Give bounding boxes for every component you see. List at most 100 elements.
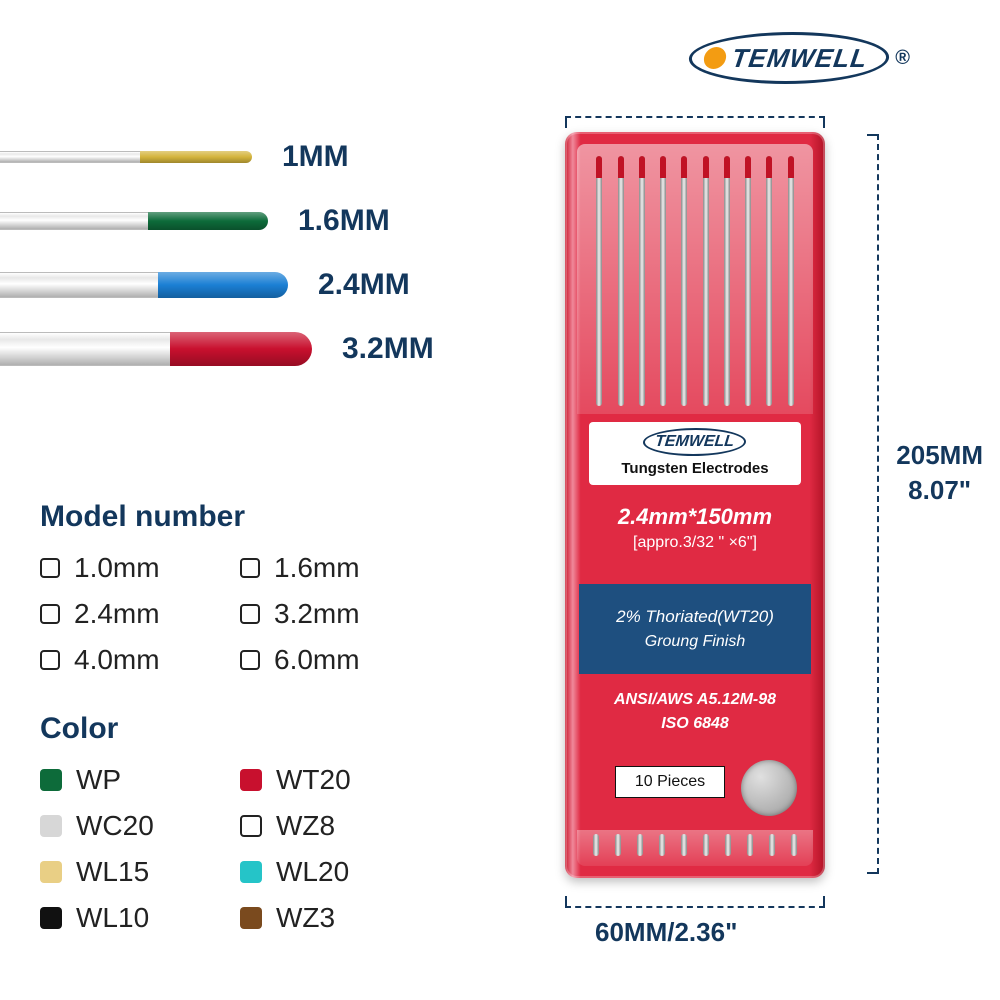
color-section: Color WP WT20 WC20 WZ8 WL15 WL20 WL10 WZ3 bbox=[40, 712, 440, 934]
electrode-needle bbox=[660, 156, 666, 406]
registered-icon: ® bbox=[895, 47, 910, 70]
case-approx: [appro.3/32 " ×6"] bbox=[579, 534, 811, 552]
color-option[interactable]: WZ3 bbox=[240, 902, 440, 934]
rod-row: 2.4MM bbox=[0, 268, 434, 302]
color-swatch bbox=[40, 861, 62, 883]
color-swatch bbox=[40, 815, 62, 837]
color-option-label: WT20 bbox=[276, 764, 351, 796]
color-swatch bbox=[240, 907, 262, 929]
rod-tip bbox=[158, 272, 288, 298]
model-number-section: Model number 1.0mm 1.6mm 2.4mm 3.2mm 4.0mm 6.… bbox=[40, 500, 440, 676]
electrode-needle bbox=[596, 156, 602, 406]
color-swatch bbox=[40, 907, 62, 929]
model-option[interactable]: 1.0mm bbox=[40, 552, 240, 584]
case-logo-panel: TEMWELL Tungsten Electrodes bbox=[589, 422, 801, 485]
checkbox-icon bbox=[240, 650, 260, 670]
case-subtitle: Tungsten Electrodes bbox=[597, 460, 793, 477]
model-option-label: 2.4mm bbox=[74, 598, 160, 630]
rod-body bbox=[0, 151, 140, 163]
rod bbox=[0, 151, 252, 163]
case-standards: ANSI/AWS A5.12M-98 ISO 6848 bbox=[579, 688, 811, 736]
flame-icon bbox=[703, 47, 728, 69]
checkbox-icon bbox=[240, 558, 260, 578]
electrode-needle bbox=[788, 156, 794, 406]
electrode-needle bbox=[618, 156, 624, 406]
quality-seal-icon bbox=[741, 760, 797, 816]
rod-size-label: 1MM bbox=[282, 140, 349, 174]
color-swatch bbox=[240, 769, 262, 791]
model-option-label: 1.0mm bbox=[74, 552, 160, 584]
rod bbox=[0, 272, 288, 298]
color-option[interactable]: WT20 bbox=[240, 764, 440, 796]
color-option[interactable]: WP bbox=[40, 764, 240, 796]
color-option[interactable]: WL15 bbox=[40, 856, 240, 888]
model-option[interactable]: 6.0mm bbox=[240, 644, 440, 676]
rod-row: 1MM bbox=[0, 140, 434, 174]
color-option-label: WL10 bbox=[76, 902, 149, 934]
dimension-bracket-bottom bbox=[565, 896, 825, 908]
electrode-needle bbox=[639, 156, 645, 406]
rod-row: 3.2MM bbox=[0, 332, 434, 366]
rod-size-label: 1.6MM bbox=[298, 204, 390, 238]
electrode-needle bbox=[766, 156, 772, 406]
case-brand-text: TEMWELL bbox=[642, 428, 748, 456]
color-swatch bbox=[240, 861, 262, 883]
color-option-label: WL15 bbox=[76, 856, 149, 888]
electrode-needle bbox=[745, 156, 751, 406]
checkbox-icon bbox=[40, 650, 60, 670]
electrode-needle bbox=[724, 156, 730, 406]
color-option-label: WZ3 bbox=[276, 902, 335, 934]
electrode-stub bbox=[747, 834, 753, 856]
model-option[interactable]: 1.6mm bbox=[240, 552, 440, 584]
color-option-label: WL20 bbox=[276, 856, 349, 888]
model-option[interactable]: 2.4mm bbox=[40, 598, 240, 630]
rod-tip bbox=[148, 212, 268, 230]
color-option-label: WC20 bbox=[76, 810, 154, 842]
case-pieces: 10 Pieces bbox=[615, 766, 725, 798]
electrode-rods: 1MM 1.6MM 2.4MM 3.2MM bbox=[0, 140, 434, 396]
rod-body bbox=[0, 272, 158, 298]
rod-size-label: 3.2MM bbox=[342, 332, 434, 366]
electrode-stub bbox=[593, 834, 599, 856]
rod-body bbox=[0, 212, 148, 230]
color-swatch bbox=[40, 769, 62, 791]
model-option-label: 1.6mm bbox=[274, 552, 360, 584]
rod-tip bbox=[170, 332, 312, 366]
width-dimension: 60MM/2.36" bbox=[595, 917, 737, 948]
electrode-stub bbox=[637, 834, 643, 856]
color-option[interactable]: WL20 bbox=[240, 856, 440, 888]
model-option-label: 6.0mm bbox=[274, 644, 360, 676]
case-finish: Groung Finish bbox=[579, 633, 811, 651]
electrode-stub bbox=[615, 834, 621, 856]
checkbox-icon bbox=[40, 558, 60, 578]
electrode-needle bbox=[681, 156, 687, 406]
model-title: Model number bbox=[40, 500, 440, 534]
case-size: 2.4mm*150mm bbox=[579, 504, 811, 530]
electrode-needle bbox=[703, 156, 709, 406]
brand-text: TEMWELL bbox=[730, 43, 870, 74]
rod bbox=[0, 212, 268, 230]
color-option-label: WP bbox=[76, 764, 121, 796]
electrode-stub bbox=[791, 834, 797, 856]
case-thoriated: 2% Thoriated(WT20) bbox=[579, 607, 811, 627]
electrode-case: TEMWELL Tungsten Electrodes 2.4mm*150mm … bbox=[565, 132, 825, 878]
case-window-bottom bbox=[577, 830, 813, 866]
electrode-stub bbox=[725, 834, 731, 856]
model-option[interactable]: 3.2mm bbox=[240, 598, 440, 630]
case-window-top bbox=[577, 144, 813, 414]
color-title: Color bbox=[40, 712, 440, 746]
model-option[interactable]: 4.0mm bbox=[40, 644, 240, 676]
model-option-label: 4.0mm bbox=[74, 644, 160, 676]
color-option[interactable]: WZ8 bbox=[240, 810, 440, 842]
color-option[interactable]: WC20 bbox=[40, 810, 240, 842]
color-option[interactable]: WL10 bbox=[40, 902, 240, 934]
brand-logo: TEMWELL ® bbox=[689, 32, 910, 84]
case-blue-band: 2% Thoriated(WT20) Groung Finish bbox=[579, 584, 811, 674]
rod-body bbox=[0, 332, 170, 366]
rod-row: 1.6MM bbox=[0, 204, 434, 238]
package-diagram: 205MM 8.07" TEMWELL Tungsten Electrodes … bbox=[555, 128, 955, 968]
rod-size-label: 2.4MM bbox=[318, 268, 410, 302]
rod-tip bbox=[140, 151, 252, 163]
color-swatch bbox=[240, 815, 262, 837]
electrode-stub bbox=[769, 834, 775, 856]
